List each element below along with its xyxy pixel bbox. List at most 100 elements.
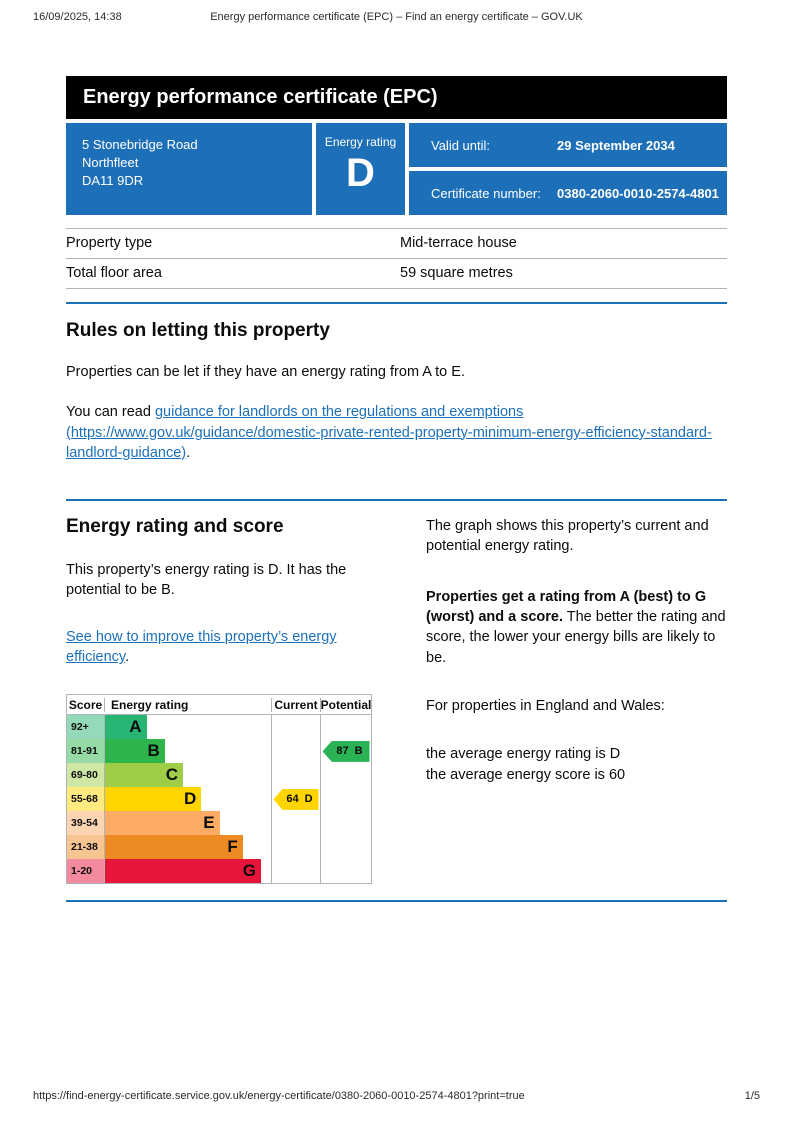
section-divider <box>66 499 727 502</box>
graph-intro: The graph shows this property’s current … <box>426 518 709 555</box>
rating-explanation-rest: The better the rating and score, the low… <box>426 609 726 666</box>
epc-band-row-d: 55-68 D 64 D <box>67 787 371 812</box>
epc-band-row-c: 69-80 C <box>67 763 371 788</box>
print-header: 16/09/2025, 14:38 Energy performance cer… <box>33 11 760 23</box>
rating-heading: Energy rating and score <box>66 516 284 538</box>
improve-efficiency-link[interactable]: See how to improve this property’s energ… <box>66 628 337 666</box>
print-doc-title: Energy performance certificate (EPC) – F… <box>210 11 583 23</box>
epc-band-row-b: 81-91 B 87 B <box>67 739 371 764</box>
band-bar-c: C <box>105 763 184 788</box>
improve-suffix: . <box>125 649 130 666</box>
potential-cell-a <box>320 715 371 740</box>
improve-paragraph: See how to improve this property’s energ… <box>66 627 371 668</box>
table-row: Total floor area 59 square metres <box>66 258 727 289</box>
band-bar-a: A <box>105 715 147 740</box>
address-line-1: 5 Stonebridge Road <box>82 137 198 152</box>
average-rating-line: the average energy rating is D <box>426 746 621 763</box>
band-score-d: 55-68 <box>67 787 105 812</box>
certificate-number-box: Certificate number: 0380-2060-0010-2574-… <box>409 171 727 215</box>
epc-band-row-f: 21-38 F <box>67 835 371 860</box>
page-number: 1/5 <box>744 1090 760 1102</box>
band-score-a: 92+ <box>67 715 105 740</box>
epc-band-row-e: 39-54 E <box>67 811 371 836</box>
current-rating-arrow: 64 D <box>273 788 319 810</box>
potential-cell-c <box>320 763 371 788</box>
page-banner: Energy performance certificate (EPC) <box>66 76 727 119</box>
page-title: Energy performance certificate (EPC) <box>83 86 438 108</box>
epc-rating-chart: Score Energy rating Current Potential 92… <box>66 694 372 885</box>
potential-rating-arrow: 87 B <box>322 740 370 762</box>
band-bar-d: D <box>105 787 202 812</box>
property-details-table: Property type Mid-terrace house Total fl… <box>66 228 727 289</box>
band-bar-g: G <box>105 859 262 884</box>
property-type-label: Property type <box>66 235 153 251</box>
table-row: Property type Mid-terrace house <box>66 228 727 258</box>
landlord-guidance-link[interactable]: guidance for landlords on the regulation… <box>66 404 712 461</box>
band-bar-f: F <box>105 835 243 860</box>
column-header-current: Current <box>271 697 320 712</box>
rules-body: Properties can be let if they have an en… <box>66 364 465 380</box>
band-bar-b: B <box>105 739 165 764</box>
valid-until-label: Valid until: <box>431 137 491 153</box>
rules-section: Rules on letting this property Propertie… <box>66 320 727 463</box>
epc-chart-header: Score Energy rating Current Potential <box>67 695 372 716</box>
band-bar-e: E <box>105 811 220 836</box>
potential-cell-b: 87 B <box>320 739 371 764</box>
current-cell-b <box>271 739 320 764</box>
band-score-g: 1-20 <box>67 859 105 884</box>
certificate-number-value: 0380-2060-0010-2574-4801 <box>557 185 719 201</box>
print-datetime: 16/09/2025, 14:38 <box>33 11 122 23</box>
print-url: https://find-energy-certificate.service.… <box>33 1090 525 1102</box>
epc-band-row-a: 92+ A <box>67 715 371 740</box>
floor-area-value: 59 square metres <box>400 265 513 281</box>
current-cell-d: 64 D <box>271 787 320 812</box>
column-header-potential: Potential <box>320 697 372 712</box>
potential-cell-f <box>320 835 371 860</box>
band-score-f: 21-38 <box>67 835 105 860</box>
summary-boxes: 5 Stonebridge Road Northfleet DA11 9DR E… <box>66 123 727 215</box>
band-score-b: 81-91 <box>67 739 105 764</box>
energy-rating-label: Energy rating <box>324 135 397 149</box>
rating-intro: This property’s energy rating is D. It h… <box>66 562 347 599</box>
current-cell-f <box>271 835 320 860</box>
column-header-score: Score <box>67 697 105 712</box>
rating-column-left: Energy rating and score This property’s … <box>66 516 372 885</box>
energy-rating-value: D <box>346 151 375 195</box>
current-cell-g <box>271 859 320 884</box>
valid-until-value: 29 September 2034 <box>557 137 675 153</box>
certificate-number-label: Certificate number: <box>431 185 541 201</box>
current-cell-a <box>271 715 320 740</box>
certificate-meta: Valid until: 29 September 2034 Certifica… <box>409 123 727 215</box>
rules-read-suffix: . <box>186 444 191 461</box>
certificate-page: Energy performance certificate (EPC) 5 S… <box>66 76 727 903</box>
valid-until-box: Valid until: 29 September 2034 <box>409 123 727 167</box>
property-type-value: Mid-terrace house <box>400 235 517 251</box>
column-header-energy-rating: Energy rating <box>111 697 189 712</box>
print-footer: https://find-energy-certificate.service.… <box>33 1090 760 1102</box>
band-score-e: 39-54 <box>67 811 105 836</box>
floor-area-label: Total floor area <box>66 265 162 281</box>
averages-intro: For properties in England and Wales: <box>426 697 665 714</box>
address-box: 5 Stonebridge Road Northfleet DA11 9DR <box>66 123 312 215</box>
rules-read-prefix: You can read <box>66 404 155 421</box>
epc-band-row-g: 1-20 G <box>67 859 371 884</box>
rules-guidance-paragraph: You can read guidance for landlords on t… <box>66 402 727 463</box>
band-score-c: 69-80 <box>67 763 105 788</box>
averages-lines: the average energy rating is D the avera… <box>426 744 727 785</box>
rules-heading: Rules on letting this property <box>66 320 330 341</box>
potential-cell-g <box>320 859 371 884</box>
current-cell-e <box>271 811 320 836</box>
rating-column-right: The graph shows this property’s current … <box>426 516 727 884</box>
average-score-line: the average energy score is 60 <box>426 766 626 783</box>
rating-explanation-bold: Properties get a rating from A (best) to… <box>426 588 707 626</box>
section-divider <box>66 302 727 304</box>
potential-cell-d <box>320 787 371 812</box>
current-cell-c <box>271 763 320 788</box>
section-divider <box>66 900 727 903</box>
address-line-3: DA11 9DR <box>82 173 144 189</box>
address-line-2: Northfleet <box>82 155 139 171</box>
potential-cell-e <box>320 811 371 836</box>
rating-section: Energy rating and score This property’s … <box>66 516 727 885</box>
rating-explanation: Properties get a rating from A (best) to… <box>426 587 727 668</box>
energy-rating-box: Energy rating D <box>316 123 405 215</box>
